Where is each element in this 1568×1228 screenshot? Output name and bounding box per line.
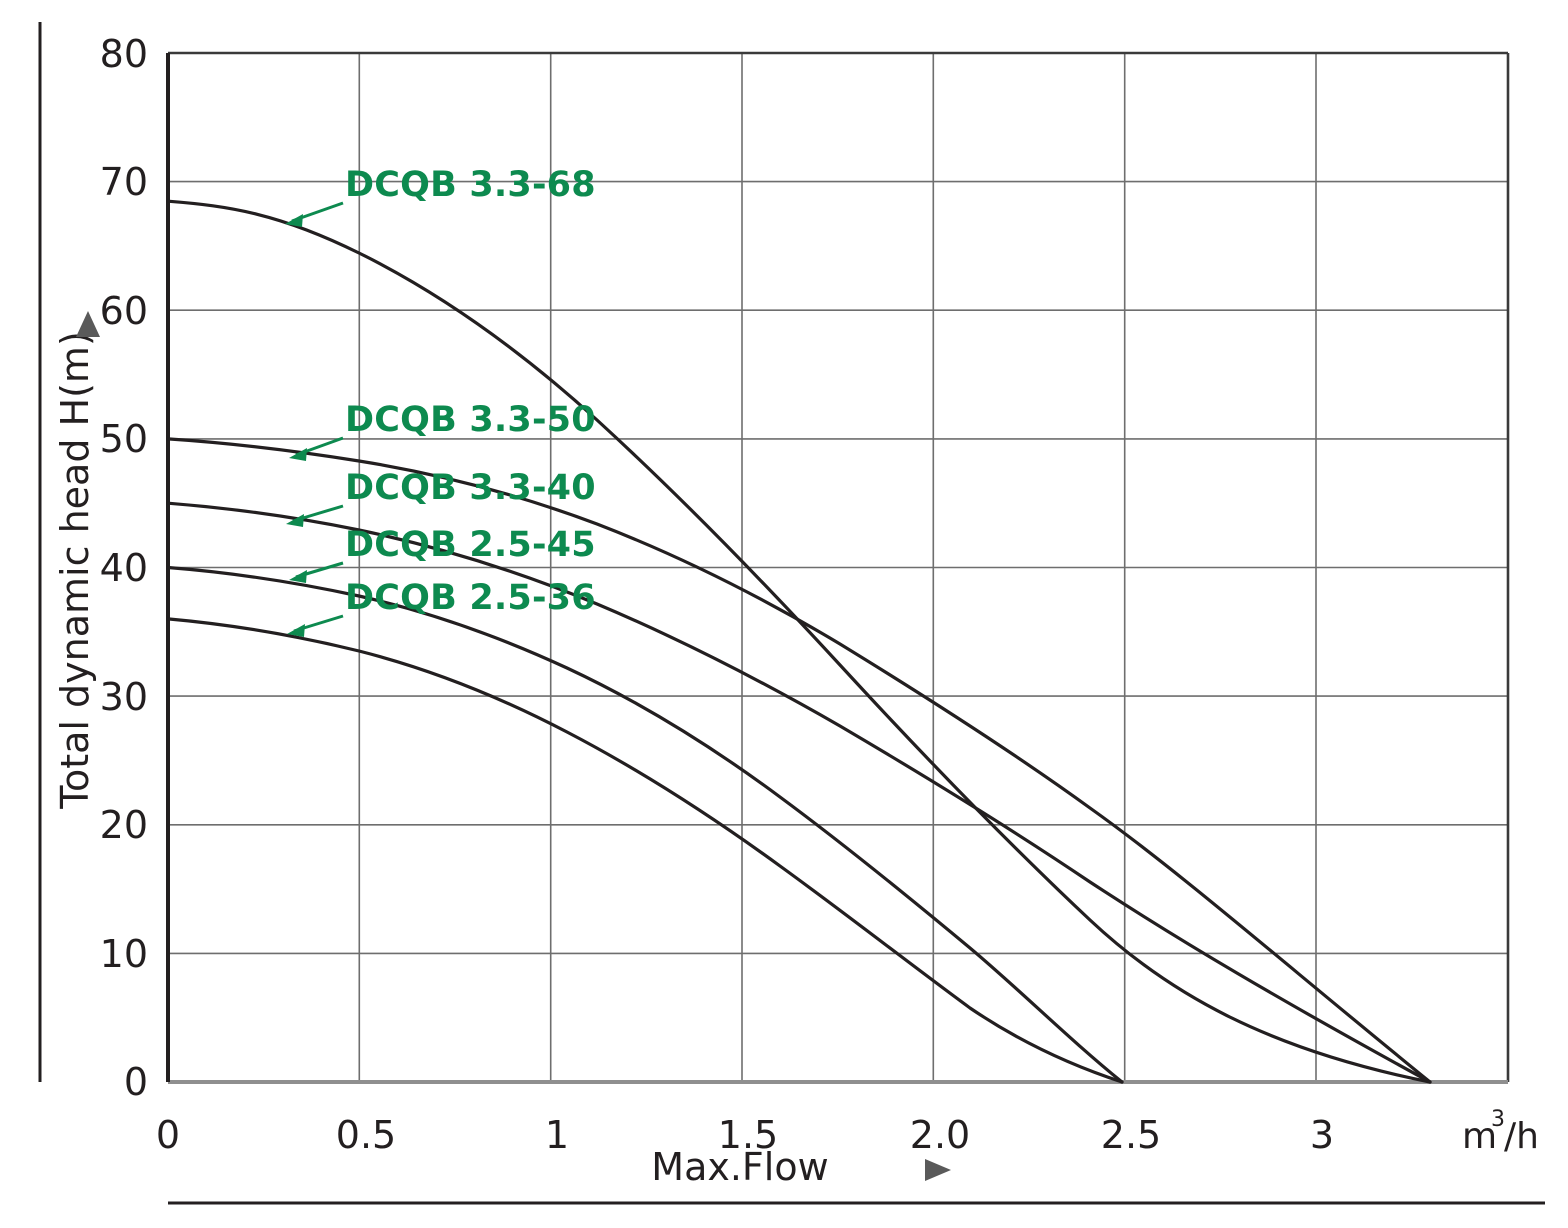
- x-axis-unit-exponent: 3: [1491, 1107, 1505, 1132]
- y-tick-50: 50: [100, 417, 148, 461]
- series-label-dcqb-3-3-40: DCQB 3.3-40: [345, 468, 596, 508]
- x-axis-title: Max.Flow: [651, 1145, 828, 1189]
- x-axis-unit: m 3 /h: [1462, 1107, 1539, 1157]
- series-label-dcqb-2-5-45: DCQB 2.5-45: [345, 525, 596, 565]
- vertical-gridlines: [358, 53, 1317, 1082]
- curve-dcqb-2.5-45: [166, 565, 1124, 1084]
- curve-dcqb-3.3-50: [166, 437, 1432, 1084]
- y-tick-80: 80: [100, 32, 148, 76]
- y-tick-60: 60: [100, 289, 148, 333]
- y-axis-title: Total dynamic head H(m): [53, 331, 97, 810]
- x-tick-0-5: 0.5: [336, 1113, 396, 1157]
- series-label-dcqb-3-3-50: DCQB 3.3-50: [345, 400, 596, 440]
- y-tick-20: 20: [100, 803, 148, 847]
- x-tick-3: 3: [1310, 1113, 1334, 1157]
- y-tick-40: 40: [100, 546, 148, 590]
- up-triangle-icon: [76, 311, 100, 337]
- x-axis-unit-base: m: [1462, 1116, 1497, 1157]
- right-triangle-icon: [925, 1159, 951, 1181]
- y-tick-0: 0: [124, 1060, 148, 1104]
- x-tick-0: 0: [156, 1113, 180, 1157]
- curve-dcqb-2.5-36: [166, 617, 1124, 1084]
- curve-dcqb-3.3-68: [166, 199, 1432, 1084]
- x-axis-unit-suffix: /h: [1504, 1116, 1539, 1157]
- y-tick-70: 70: [100, 160, 148, 204]
- x-tick-1: 1: [545, 1113, 569, 1157]
- curve-dcqb-3.3-40: [166, 501, 1432, 1084]
- series-label-dcqb-3-3-68: DCQB 3.3-68: [345, 165, 596, 205]
- annotation-leaders: [285, 201, 344, 637]
- horizontal-gridlines: [168, 180, 1508, 955]
- x-tick-2-5: 2.5: [1101, 1113, 1161, 1157]
- y-tick-30: 30: [100, 675, 148, 719]
- x-tick-1-5: 1.5: [718, 1113, 778, 1157]
- series-label-dcqb-2-5-36: DCQB 2.5-36: [345, 578, 596, 618]
- y-tick-10: 10: [100, 932, 148, 976]
- x-tick-2-0: 2.0: [910, 1113, 970, 1157]
